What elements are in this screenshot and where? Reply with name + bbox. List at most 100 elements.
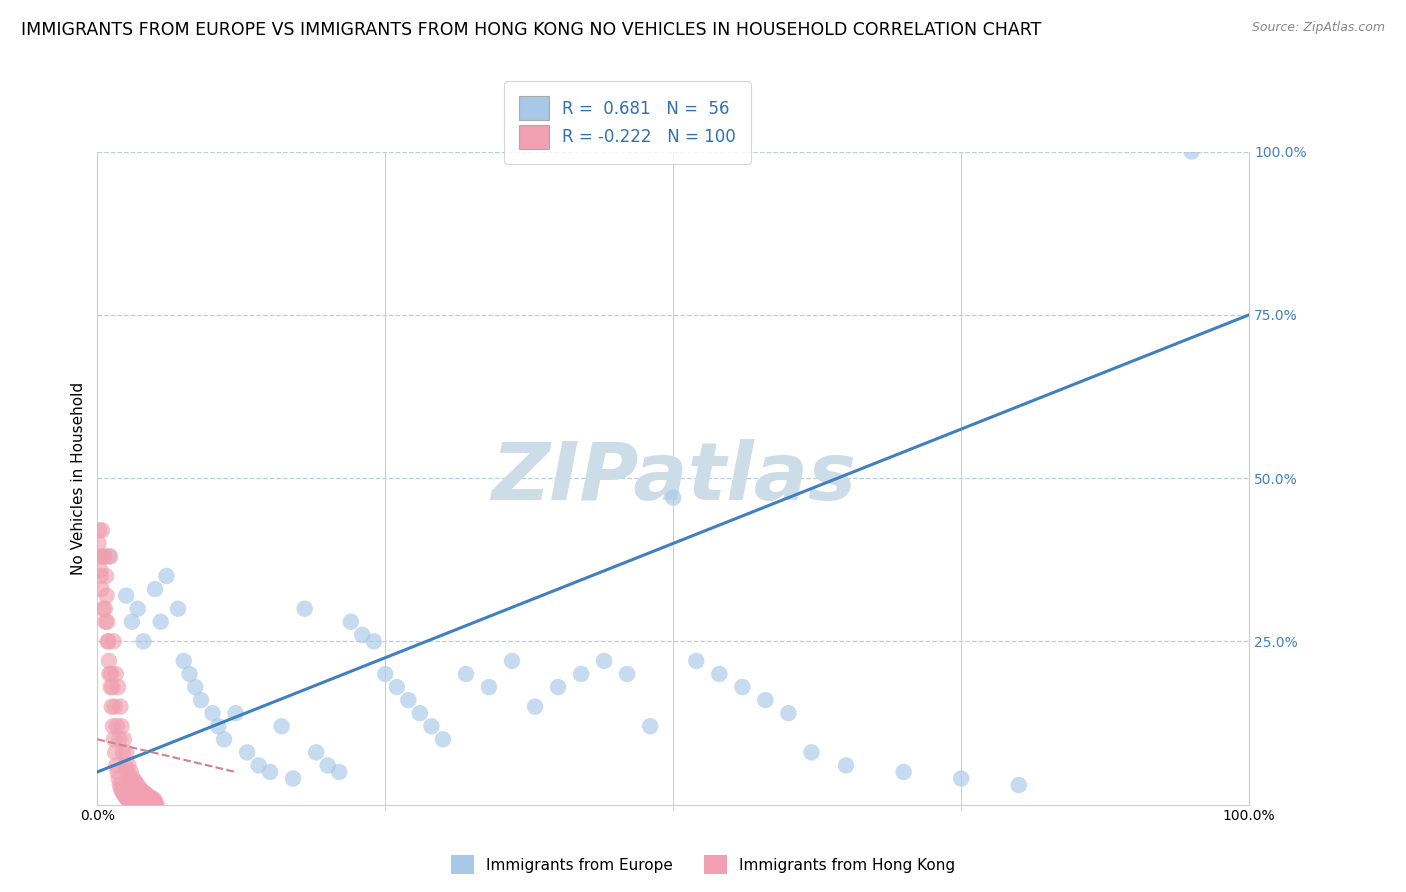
Point — [134, 786, 156, 800]
Point — [136, 797, 159, 812]
Point — [89, 562, 111, 576]
Point — [142, 792, 165, 806]
Point — [662, 491, 685, 505]
Point — [179, 667, 201, 681]
Point — [124, 774, 146, 789]
Point — [124, 796, 146, 810]
Point — [118, 772, 141, 786]
Point — [110, 781, 132, 796]
Point — [103, 732, 125, 747]
Point — [132, 789, 155, 804]
Point — [478, 680, 501, 694]
Point — [950, 772, 973, 786]
Point — [212, 732, 235, 747]
Point — [127, 797, 149, 811]
Point — [143, 794, 166, 808]
Text: ZIPatlas: ZIPatlas — [491, 439, 856, 517]
Point — [1008, 778, 1031, 792]
Point — [93, 549, 115, 564]
Point — [91, 601, 114, 615]
Point — [893, 764, 915, 779]
Point — [111, 784, 134, 798]
Point — [122, 781, 145, 796]
Point — [352, 628, 374, 642]
Point — [143, 582, 166, 596]
Point — [754, 693, 776, 707]
Point — [111, 745, 134, 759]
Point — [385, 680, 408, 694]
Point — [121, 615, 143, 629]
Point — [167, 601, 190, 615]
Legend: R =  0.681   N =  56, R = -0.222   N = 100: R = 0.681 N = 56, R = -0.222 N = 100 — [503, 81, 751, 163]
Point — [155, 569, 177, 583]
Point — [139, 793, 162, 807]
Point — [120, 764, 142, 779]
Point — [835, 758, 858, 772]
Point — [396, 693, 419, 707]
Text: IMMIGRANTS FROM EUROPE VS IMMIGRANTS FROM HONG KONG NO VEHICLES IN HOUSEHOLD COR: IMMIGRANTS FROM EUROPE VS IMMIGRANTS FRO… — [21, 21, 1042, 39]
Point — [125, 796, 148, 810]
Point — [709, 667, 731, 681]
Point — [616, 667, 638, 681]
Point — [98, 549, 121, 564]
Point — [136, 792, 159, 806]
Point — [90, 569, 112, 583]
Point — [1180, 145, 1202, 159]
Point — [121, 795, 143, 809]
Point — [225, 706, 247, 721]
Point — [110, 719, 132, 733]
Point — [108, 732, 131, 747]
Point — [593, 654, 616, 668]
Point — [127, 797, 149, 811]
Point — [100, 667, 122, 681]
Point — [149, 615, 172, 629]
Point — [501, 654, 523, 668]
Point — [432, 732, 454, 747]
Point — [236, 745, 259, 759]
Point — [93, 549, 115, 564]
Point — [108, 778, 131, 792]
Point — [131, 784, 153, 798]
Point — [135, 788, 157, 802]
Point — [117, 792, 139, 806]
Point — [97, 549, 120, 564]
Point — [94, 601, 117, 615]
Point — [90, 582, 112, 596]
Point — [190, 693, 212, 707]
Point — [96, 615, 118, 629]
Point — [122, 795, 145, 809]
Point — [91, 524, 114, 538]
Point — [117, 764, 139, 779]
Point — [98, 667, 121, 681]
Point — [110, 699, 132, 714]
Point — [141, 791, 163, 805]
Point — [132, 634, 155, 648]
Point — [134, 797, 156, 812]
Point — [103, 634, 125, 648]
Point — [201, 706, 224, 721]
Point — [142, 794, 165, 808]
Point — [107, 764, 129, 779]
Point — [120, 794, 142, 808]
Point — [138, 797, 160, 812]
Point — [142, 797, 165, 812]
Point — [120, 794, 142, 808]
Point — [127, 778, 149, 792]
Point — [800, 745, 823, 759]
Point — [97, 634, 120, 648]
Point — [283, 772, 305, 786]
Point — [409, 706, 432, 721]
Point — [104, 699, 127, 714]
Point — [114, 789, 136, 804]
Point — [207, 719, 229, 733]
Point — [94, 615, 117, 629]
Point — [122, 772, 145, 786]
Point — [135, 791, 157, 805]
Point — [294, 601, 316, 615]
Point — [547, 680, 569, 694]
Point — [128, 797, 150, 811]
Point — [97, 654, 120, 668]
Point — [94, 569, 117, 583]
Point — [104, 745, 127, 759]
Point — [97, 634, 120, 648]
